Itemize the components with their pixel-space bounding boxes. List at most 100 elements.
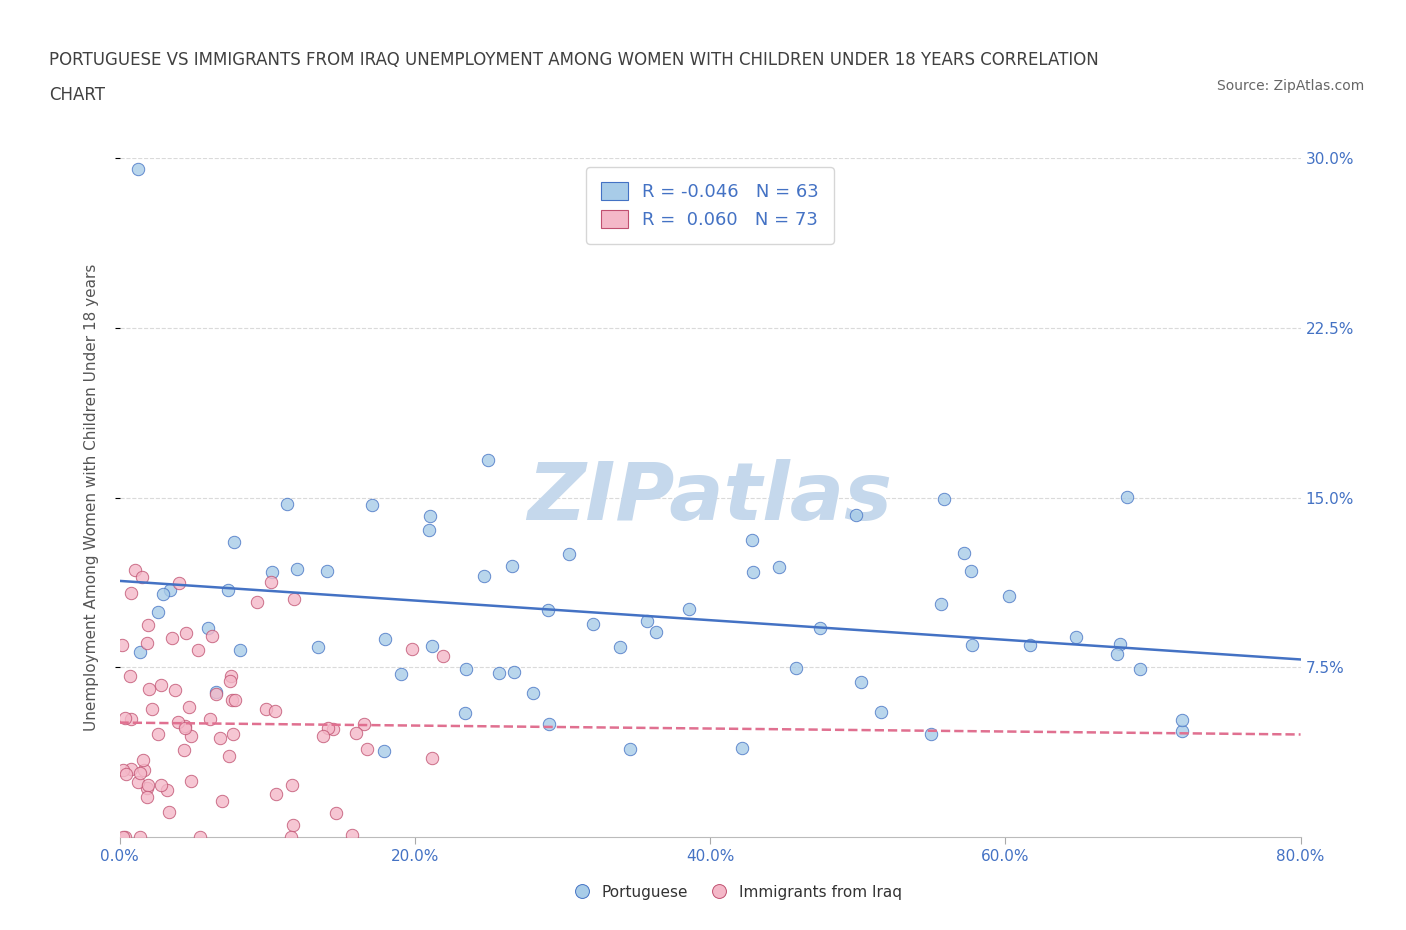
Point	[636, 614, 658, 629]
Point	[1064, 630, 1087, 644]
Point	[960, 638, 983, 653]
Legend: R = -0.046   N = 63, R =  0.060   N = 73: R = -0.046 N = 63, R = 0.060 N = 73	[586, 167, 834, 244]
Point	[454, 662, 477, 677]
Point	[998, 589, 1021, 604]
Point	[198, 711, 221, 726]
Point	[136, 618, 159, 632]
Point	[453, 706, 475, 721]
Point	[285, 561, 308, 576]
Point	[1105, 647, 1128, 662]
Point	[929, 597, 952, 612]
Point	[472, 568, 495, 583]
Point	[136, 790, 159, 804]
Point	[262, 565, 284, 579]
Point	[174, 626, 197, 641]
Point	[112, 763, 135, 777]
Point	[502, 665, 524, 680]
Point	[731, 740, 754, 755]
Point	[120, 586, 142, 601]
Point	[260, 575, 283, 590]
Point	[114, 711, 136, 725]
Point	[356, 741, 378, 756]
Point	[129, 765, 152, 780]
Point	[224, 692, 246, 707]
Point	[1115, 490, 1137, 505]
Point	[114, 767, 136, 782]
Point	[152, 587, 174, 602]
Point	[501, 558, 523, 573]
Point	[921, 727, 943, 742]
Point	[224, 535, 246, 550]
Point	[131, 752, 153, 767]
Point	[263, 703, 285, 718]
Point	[360, 498, 382, 512]
Point	[128, 830, 150, 844]
Point	[135, 635, 157, 650]
Point	[221, 693, 243, 708]
Point	[619, 741, 641, 756]
Point	[201, 628, 224, 643]
Point	[254, 702, 277, 717]
Text: Source: ZipAtlas.com: Source: ZipAtlas.com	[1216, 79, 1364, 93]
Point	[146, 727, 169, 742]
Point	[218, 749, 240, 764]
Point	[197, 620, 219, 635]
Point	[128, 644, 150, 659]
Point	[851, 674, 873, 689]
Point	[353, 716, 375, 731]
Point	[159, 583, 181, 598]
Point	[266, 786, 288, 801]
Point	[156, 782, 179, 797]
Point	[808, 620, 831, 635]
Point	[644, 625, 666, 640]
Point	[138, 682, 160, 697]
Point	[307, 639, 329, 654]
Point	[120, 762, 142, 777]
Point	[785, 660, 807, 675]
Point	[1171, 712, 1194, 727]
Point	[127, 162, 149, 177]
Point	[420, 751, 443, 765]
Point	[280, 830, 302, 844]
Point	[160, 631, 183, 645]
Text: ZIPatlas: ZIPatlas	[527, 458, 893, 537]
Point	[316, 564, 339, 578]
Point	[124, 563, 146, 578]
Point	[340, 828, 363, 843]
Point	[373, 744, 395, 759]
Point	[221, 669, 243, 684]
Point	[1109, 636, 1132, 651]
Point	[174, 721, 197, 736]
Point	[316, 720, 339, 735]
Point	[609, 639, 631, 654]
Point	[219, 673, 242, 688]
Point	[245, 595, 267, 610]
Point	[420, 638, 443, 653]
Point	[112, 830, 135, 844]
Point	[222, 727, 245, 742]
Point	[204, 686, 226, 701]
Point	[149, 777, 172, 792]
Point	[1171, 724, 1194, 738]
Point	[159, 804, 181, 819]
Point	[741, 533, 763, 548]
Point	[312, 728, 335, 743]
Point	[111, 638, 134, 653]
Point	[325, 805, 347, 820]
Point	[180, 774, 202, 789]
Point	[432, 649, 454, 664]
Point	[209, 731, 232, 746]
Point	[167, 715, 190, 730]
Point	[1018, 637, 1040, 652]
Point	[174, 718, 197, 733]
Point	[211, 793, 233, 808]
Point	[229, 643, 252, 658]
Point	[136, 780, 159, 795]
Point	[678, 602, 700, 617]
Point	[127, 775, 149, 790]
Point	[322, 721, 344, 736]
Text: PORTUGUESE VS IMMIGRANTS FROM IRAQ UNEMPLOYMENT AMONG WOMEN WITH CHILDREN UNDER : PORTUGUESE VS IMMIGRANTS FROM IRAQ UNEMP…	[49, 51, 1099, 69]
Point	[522, 685, 544, 700]
Point	[768, 560, 790, 575]
Point	[138, 777, 160, 792]
